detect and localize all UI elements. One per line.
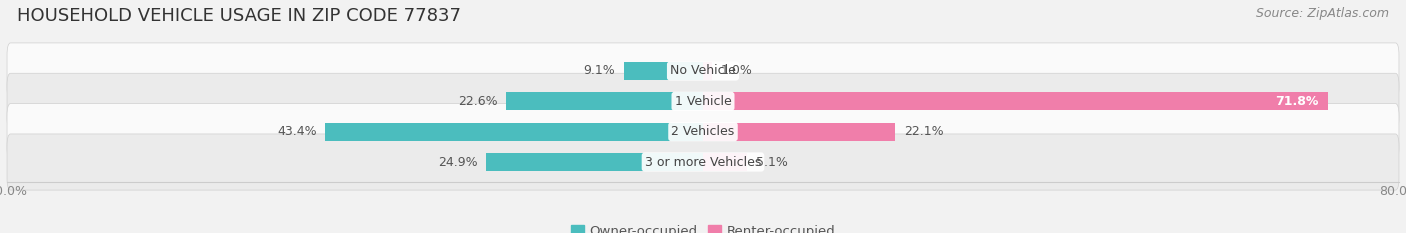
Bar [506, 92, 703, 110]
Legend: Owner-occupied, Renter-occupied: Owner-occupied, Renter-occupied [565, 219, 841, 233]
Bar [703, 92, 1327, 110]
Text: 1.0%: 1.0% [720, 65, 752, 78]
Text: 9.1%: 9.1% [583, 65, 616, 78]
Text: Source: ZipAtlas.com: Source: ZipAtlas.com [1256, 7, 1389, 20]
Text: No Vehicle: No Vehicle [671, 65, 735, 78]
Text: 2 Vehicles: 2 Vehicles [672, 125, 734, 138]
Text: 22.1%: 22.1% [904, 125, 943, 138]
Bar [486, 153, 703, 171]
Bar [325, 123, 703, 141]
Text: 24.9%: 24.9% [439, 155, 478, 168]
Text: 22.6%: 22.6% [458, 95, 498, 108]
Bar [703, 123, 896, 141]
Text: 3 or more Vehicles: 3 or more Vehicles [645, 155, 761, 168]
Bar [703, 153, 748, 171]
Text: 1 Vehicle: 1 Vehicle [675, 95, 731, 108]
Text: 43.4%: 43.4% [277, 125, 316, 138]
Text: 71.8%: 71.8% [1275, 95, 1319, 108]
FancyBboxPatch shape [7, 134, 1399, 190]
FancyBboxPatch shape [7, 73, 1399, 129]
Bar [703, 62, 711, 80]
FancyBboxPatch shape [7, 43, 1399, 99]
FancyBboxPatch shape [7, 104, 1399, 160]
Text: 5.1%: 5.1% [756, 155, 787, 168]
Bar [624, 62, 703, 80]
Text: HOUSEHOLD VEHICLE USAGE IN ZIP CODE 77837: HOUSEHOLD VEHICLE USAGE IN ZIP CODE 7783… [17, 7, 461, 25]
